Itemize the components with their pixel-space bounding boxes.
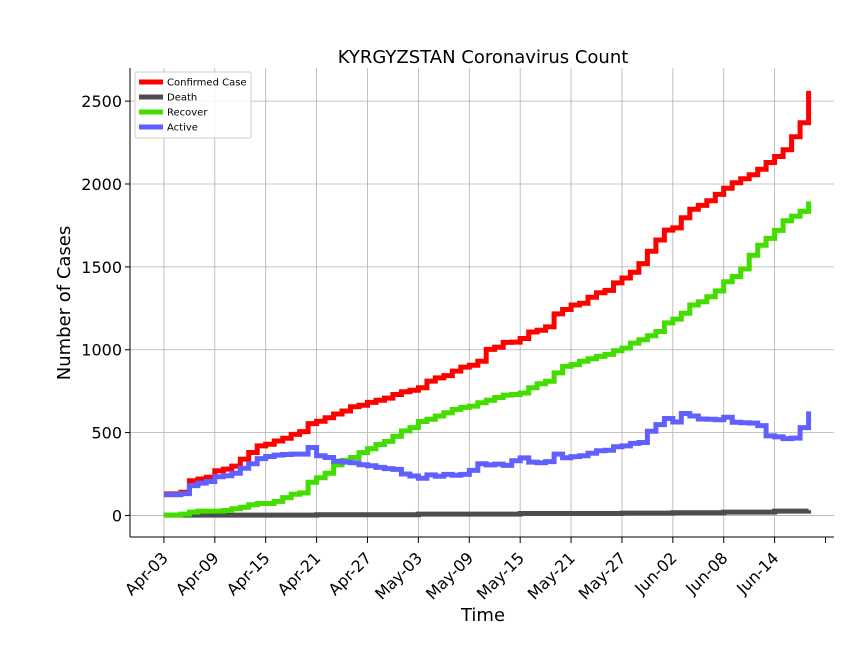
y-tick-label: 500 [91, 424, 122, 443]
series-line-active [163, 411, 812, 498]
x-tick-label: Jun-02 [630, 548, 680, 598]
legend-label: Confirmed Case [167, 78, 247, 89]
legend: Confirmed Case Death Recover Active [134, 71, 252, 139]
x-tick-label: May-15 [473, 548, 528, 603]
series-lines [163, 90, 812, 518]
legend-label: Active [167, 123, 198, 134]
x-tick-label: Jun-14 [732, 548, 782, 598]
x-axis-title: Time [460, 605, 505, 626]
series-line-confirmed-case [163, 90, 812, 497]
series-line-death [163, 508, 812, 518]
axes [129, 68, 834, 538]
y-axis-title: Number of Cases [54, 226, 75, 381]
chart-title: KYRGYZSTAN Coronavirus Count [338, 47, 629, 68]
y-tick-label: 2000 [81, 175, 122, 194]
x-tick-label: May-09 [422, 548, 477, 603]
x-tick-label: Jun-08 [681, 548, 731, 598]
y-tick-label: 1500 [81, 258, 122, 277]
x-tick-label: Apr-03 [121, 548, 172, 599]
legend-box [134, 71, 252, 139]
y-tick-label: 1000 [81, 341, 122, 360]
x-tick-label: May-27 [575, 548, 630, 603]
y-tick-label: 0 [112, 506, 122, 525]
x-tick-label: Apr-09 [172, 548, 223, 599]
x-tick-label: Apr-15 [223, 548, 274, 599]
legend-label: Recover [167, 108, 208, 119]
y-tick-label: 2500 [81, 92, 122, 111]
x-tick-label: May-21 [524, 548, 579, 603]
series-line-recover [163, 201, 812, 518]
x-tick-label: May-03 [371, 548, 426, 603]
x-tick-label: Apr-21 [274, 548, 325, 599]
legend-label: Death [167, 93, 197, 104]
x-tick-label: Apr-27 [325, 548, 376, 599]
